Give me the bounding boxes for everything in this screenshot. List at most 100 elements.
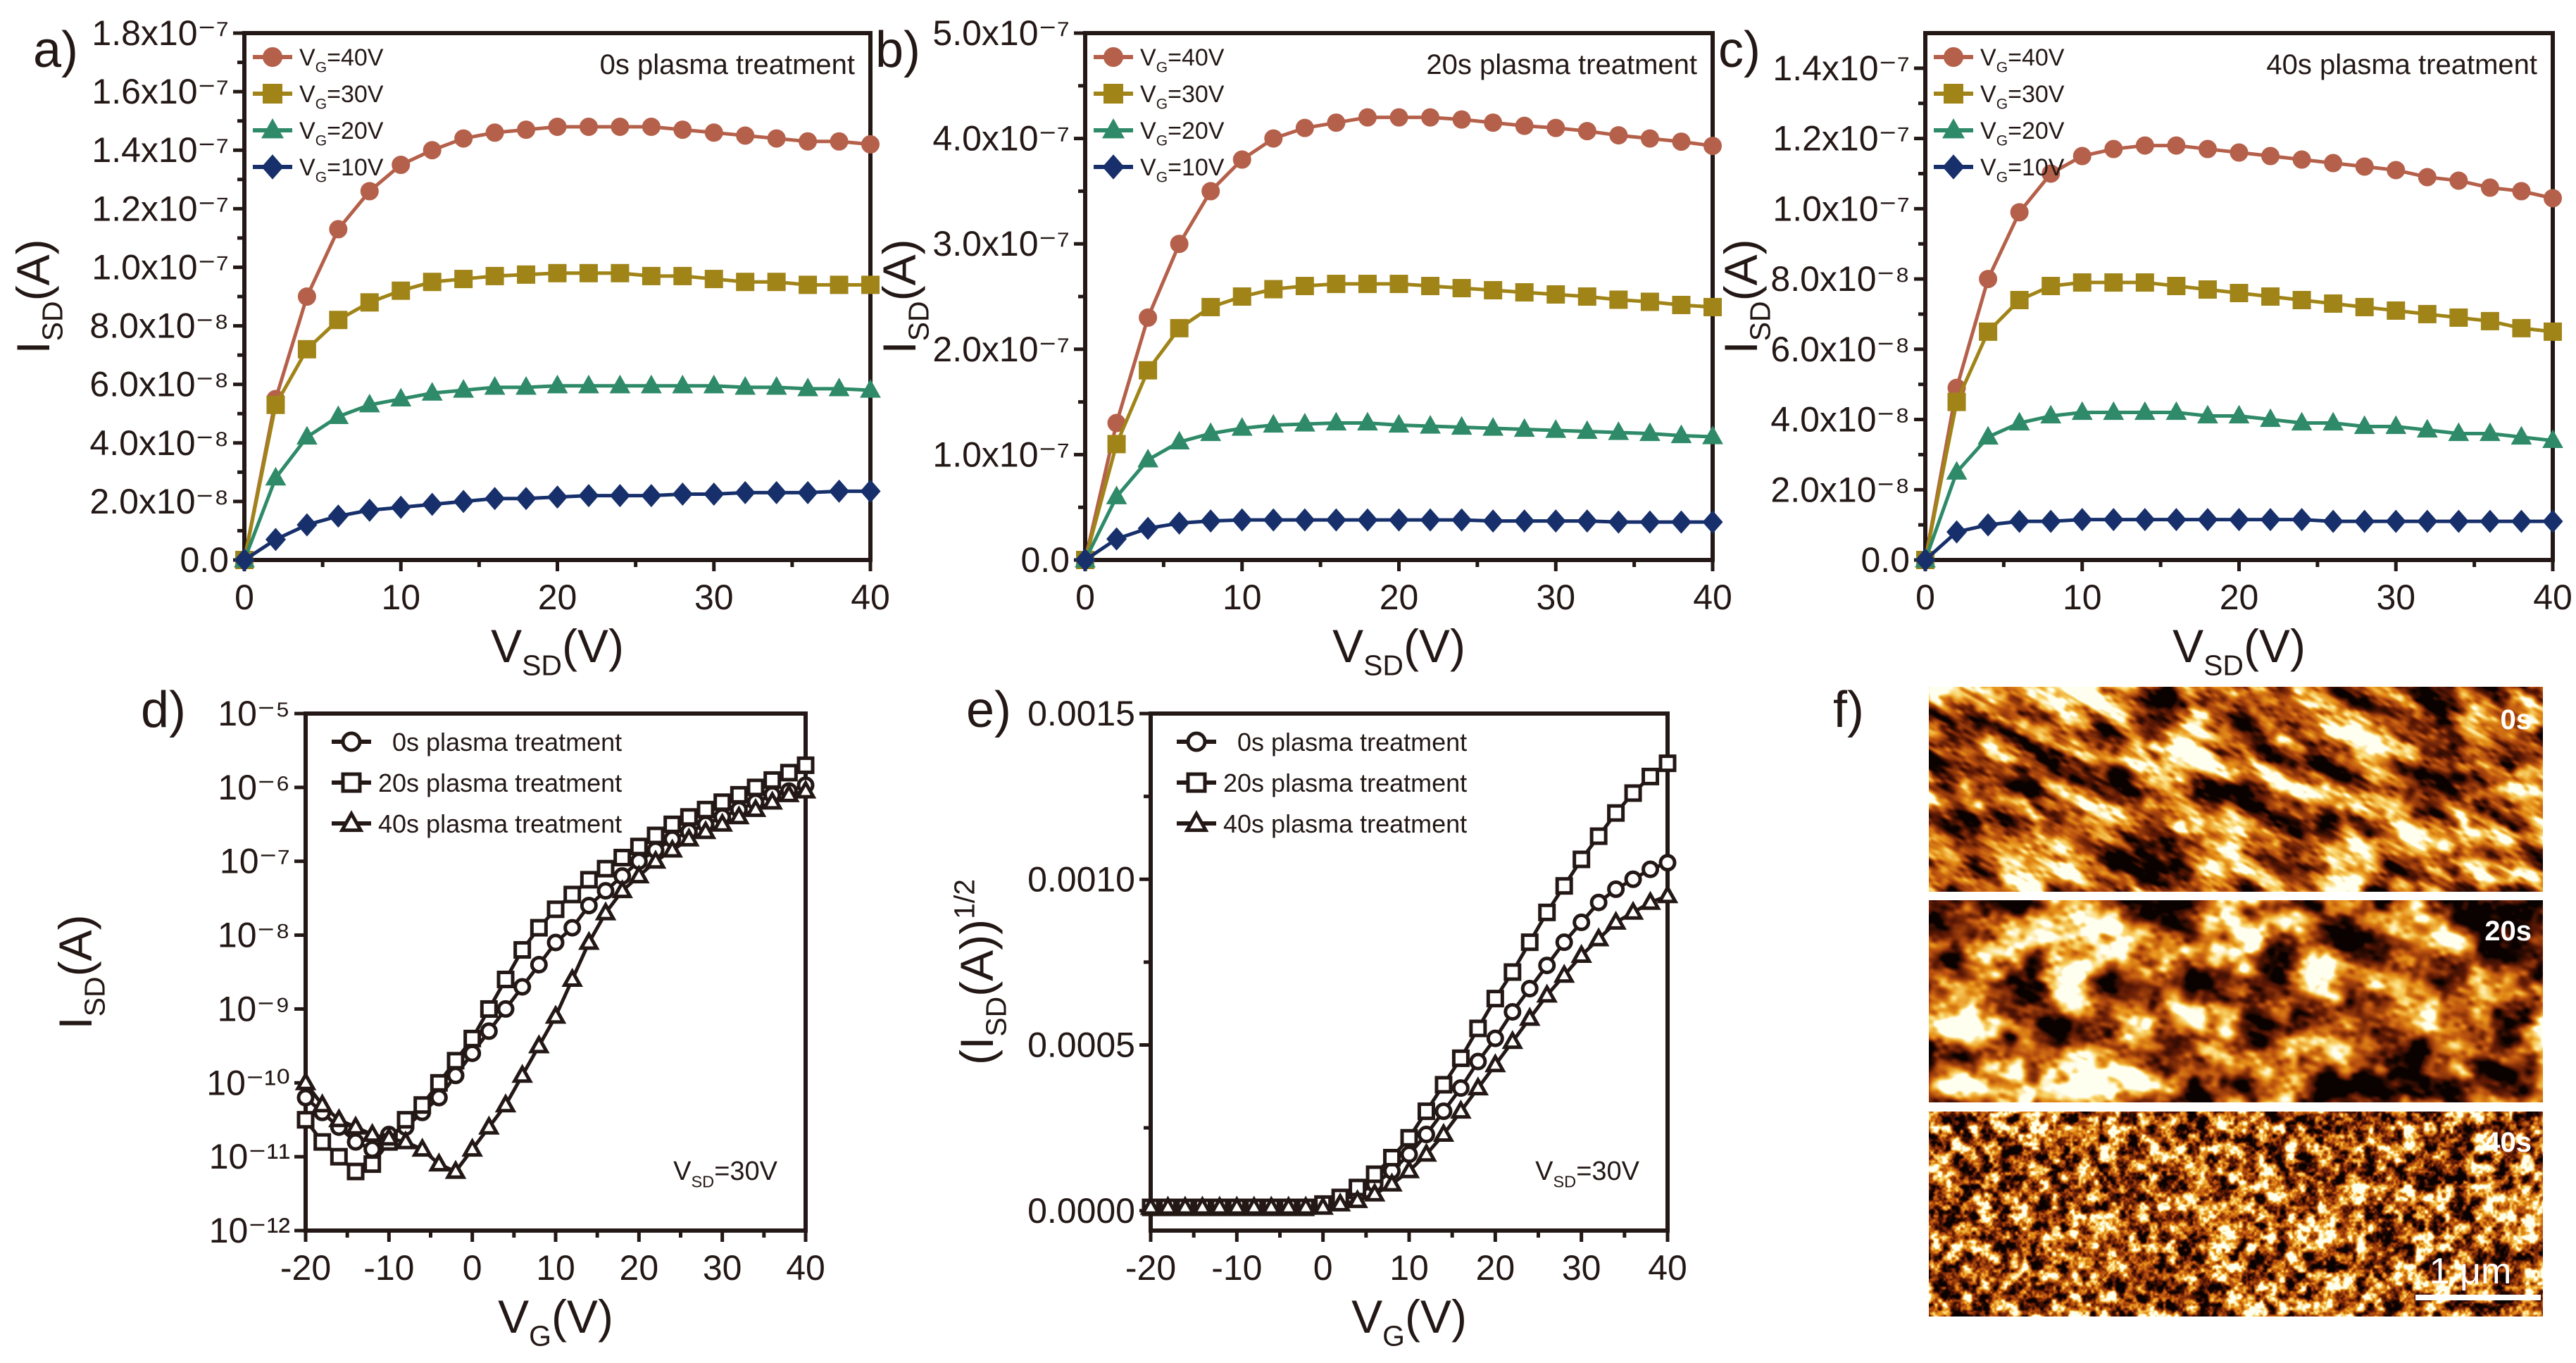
data-point bbox=[797, 480, 818, 504]
y-axis-label-sub: SD bbox=[78, 976, 111, 1016]
x-tick-label: 40 bbox=[786, 1248, 825, 1288]
data-point bbox=[1703, 297, 1722, 316]
data-point bbox=[2134, 401, 2156, 421]
legend-label: VG=10V bbox=[1140, 154, 1225, 186]
data-point bbox=[444, 1159, 467, 1179]
x-axis-label-sub: G bbox=[529, 1319, 551, 1352]
data-point bbox=[1546, 285, 1565, 304]
data-point bbox=[544, 1004, 567, 1024]
data-point bbox=[1501, 1030, 1524, 1050]
data-point bbox=[1515, 283, 1534, 302]
data-point bbox=[358, 393, 380, 413]
data-point bbox=[609, 484, 630, 508]
data-point bbox=[2480, 311, 2499, 330]
data-point bbox=[578, 484, 599, 508]
data-point bbox=[1536, 983, 1558, 1003]
data-point bbox=[2009, 509, 2030, 533]
chart-d: d) -20 -10 0 10 20 30 40 10⁻¹² 10⁻¹¹ 10⁻¹⁰ 10⁻⁹ 10⁻⁸… bbox=[49, 682, 825, 1352]
series-v-g-30v bbox=[1076, 275, 1722, 569]
data-point bbox=[663, 815, 682, 833]
data-point bbox=[672, 482, 693, 506]
data-point bbox=[1420, 508, 1441, 532]
y-tick-label: 10⁻⁶ bbox=[218, 768, 290, 807]
data-point bbox=[2449, 308, 2468, 327]
legend-label-main: V bbox=[299, 118, 315, 144]
data-point bbox=[463, 1029, 482, 1047]
data-point bbox=[778, 783, 800, 802]
data-point bbox=[1670, 510, 1692, 534]
legend-label-sub: G bbox=[315, 133, 327, 149]
legend-label-main: V bbox=[1980, 81, 1996, 108]
data-point bbox=[2292, 150, 2311, 169]
legend-item: 0s plasma treatment bbox=[332, 728, 622, 757]
data-point bbox=[1201, 297, 1220, 316]
data-point bbox=[2322, 509, 2344, 533]
data-point bbox=[294, 1071, 317, 1090]
data-point bbox=[2291, 411, 2313, 431]
treatment-label: 40s plasma treatment bbox=[2266, 49, 2537, 80]
x-axis-label: VG(V) bbox=[498, 1290, 613, 1352]
y-axis-label-main: I bbox=[873, 341, 925, 354]
x-tick-label: 30 bbox=[1562, 1248, 1601, 1288]
vsd-annotation-tail: =30V bbox=[1576, 1157, 1639, 1186]
data-point bbox=[578, 374, 599, 394]
legend-label: VG=40V bbox=[1980, 44, 2065, 76]
data-point bbox=[1263, 508, 1284, 532]
data-point bbox=[694, 820, 717, 840]
legend-marker bbox=[1186, 731, 1207, 752]
data-point bbox=[736, 126, 755, 145]
y-tick-label: 2.0x10⁻⁸ bbox=[1770, 470, 1910, 509]
data-point bbox=[1946, 461, 1968, 480]
legend-label: VG=20V bbox=[1980, 118, 2065, 149]
legend-marker bbox=[1101, 118, 1125, 139]
x-axis-label-tail: (V) bbox=[2244, 620, 2306, 672]
series-v-g-30v bbox=[1916, 273, 2562, 569]
data-point bbox=[1979, 322, 1998, 341]
y-tick-label: 8.0x10⁻⁸ bbox=[1770, 259, 1910, 299]
data-point bbox=[1451, 508, 1473, 532]
x-tick-label: -10 bbox=[1211, 1248, 1262, 1288]
data-point bbox=[327, 504, 349, 528]
legend-label-tail: =30V bbox=[2008, 81, 2065, 108]
treatment-label: 20s plasma treatment bbox=[1426, 49, 1697, 80]
y-tick-label: 6.0x10⁻⁸ bbox=[89, 365, 229, 404]
data-point bbox=[2165, 508, 2187, 532]
data-point bbox=[767, 129, 786, 148]
data-point bbox=[704, 270, 723, 289]
data-point bbox=[1587, 927, 1610, 947]
data-point bbox=[1977, 513, 1999, 537]
data-point bbox=[704, 123, 723, 142]
data-point bbox=[734, 375, 756, 395]
y-axis-label-sup: 1/2 bbox=[949, 879, 981, 919]
legend-item: VG=10V bbox=[1934, 154, 2065, 186]
data-point bbox=[1357, 508, 1378, 532]
data-point bbox=[378, 1126, 400, 1146]
data-point bbox=[496, 970, 515, 988]
data-point bbox=[594, 901, 617, 921]
legend-item: VG=40V bbox=[253, 44, 384, 76]
data-point bbox=[2197, 404, 2218, 424]
data-point bbox=[1573, 850, 1591, 869]
legend-label-main: V bbox=[1980, 44, 1996, 71]
data-point bbox=[763, 771, 782, 789]
legend-item: VG=20V bbox=[1094, 118, 1225, 149]
data-point bbox=[1294, 413, 1315, 432]
data-point bbox=[1365, 1165, 1384, 1183]
data-point bbox=[363, 1155, 382, 1174]
data-point bbox=[1388, 413, 1410, 433]
x-axis-label-main: V bbox=[498, 1290, 529, 1343]
data-point bbox=[485, 123, 504, 142]
legend-label: VG=20V bbox=[1140, 118, 1225, 149]
y-axis-label-tail: (A) bbox=[7, 239, 59, 301]
data-point bbox=[546, 485, 568, 509]
data-point bbox=[1325, 508, 1346, 532]
data-point bbox=[746, 778, 765, 797]
legend-label-main: V bbox=[299, 81, 315, 108]
data-point bbox=[579, 263, 598, 282]
legend-label-main: V bbox=[1980, 118, 1996, 144]
data-point bbox=[2040, 404, 2062, 424]
data-point bbox=[861, 275, 880, 294]
data-point bbox=[797, 378, 819, 397]
data-point bbox=[330, 1147, 348, 1166]
